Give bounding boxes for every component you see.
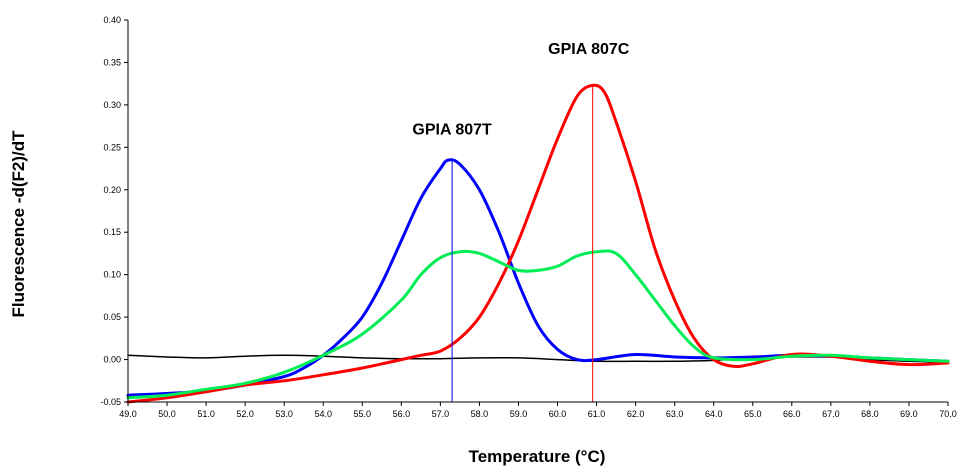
x-tick-label: 68.0 bbox=[861, 409, 879, 419]
x-tick-label: 67.0 bbox=[822, 409, 840, 419]
series-line-green bbox=[126, 249, 950, 400]
y-tick-label: 0.35 bbox=[103, 57, 121, 67]
x-tick-label: 66.0 bbox=[783, 409, 801, 419]
series-line-blue bbox=[126, 158, 950, 397]
series-line-red bbox=[126, 83, 950, 404]
y-tick-label: 0.05 bbox=[103, 312, 121, 322]
x-tick-label: 58.0 bbox=[471, 409, 489, 419]
y-tick-label: 0.30 bbox=[103, 100, 121, 110]
y-tick-label: 0.20 bbox=[103, 185, 121, 195]
x-tick-label: 51.0 bbox=[197, 409, 215, 419]
x-tick-label: 69.0 bbox=[900, 409, 918, 419]
x-tick-label: 64.0 bbox=[705, 409, 723, 419]
x-tick-label: 60.0 bbox=[549, 409, 567, 419]
y-tick-label: -0.05 bbox=[100, 397, 121, 407]
plot-area: GPIA 807T GPIA 807C bbox=[126, 41, 950, 404]
x-tick-label: 62.0 bbox=[627, 409, 645, 419]
y-tick-label: 0.40 bbox=[103, 15, 121, 25]
x-tick-label: 63.0 bbox=[666, 409, 684, 419]
x-tick-label: 49.0 bbox=[119, 409, 137, 419]
y-tick-label: 0.15 bbox=[103, 227, 121, 237]
annotation-gpia-807c: GPIA 807C bbox=[548, 41, 630, 58]
x-tick-label: 65.0 bbox=[744, 409, 762, 419]
y-tick-label: 0.00 bbox=[103, 355, 121, 365]
x-tick-label: 59.0 bbox=[510, 409, 528, 419]
axes: -0.05 0.00 0.05 0.10 0.15 0.20 0.25 0.30 0.35 0.4… bbox=[100, 15, 956, 419]
annotation-gpia-807t: GPIA 807T bbox=[412, 122, 492, 139]
x-tick-label: 70.0 bbox=[939, 409, 957, 419]
x-tick-label: 53.0 bbox=[275, 409, 293, 419]
x-tick-label: 57.0 bbox=[432, 409, 450, 419]
x-tick-label: 56.0 bbox=[393, 409, 411, 419]
x-tick-label: 61.0 bbox=[588, 409, 606, 419]
x-tick-label: 54.0 bbox=[314, 409, 332, 419]
x-tick-label: 50.0 bbox=[158, 409, 176, 419]
x-axis-title: Temperature (°C) bbox=[469, 447, 606, 466]
x-tick-label: 55.0 bbox=[354, 409, 372, 419]
y-axis-title: Fluorescence -d(F2)/dT bbox=[9, 130, 28, 318]
x-tick-label: 52.0 bbox=[236, 409, 254, 419]
y-tick-label: 0.10 bbox=[103, 270, 121, 280]
y-tick-label: 0.25 bbox=[103, 142, 121, 152]
